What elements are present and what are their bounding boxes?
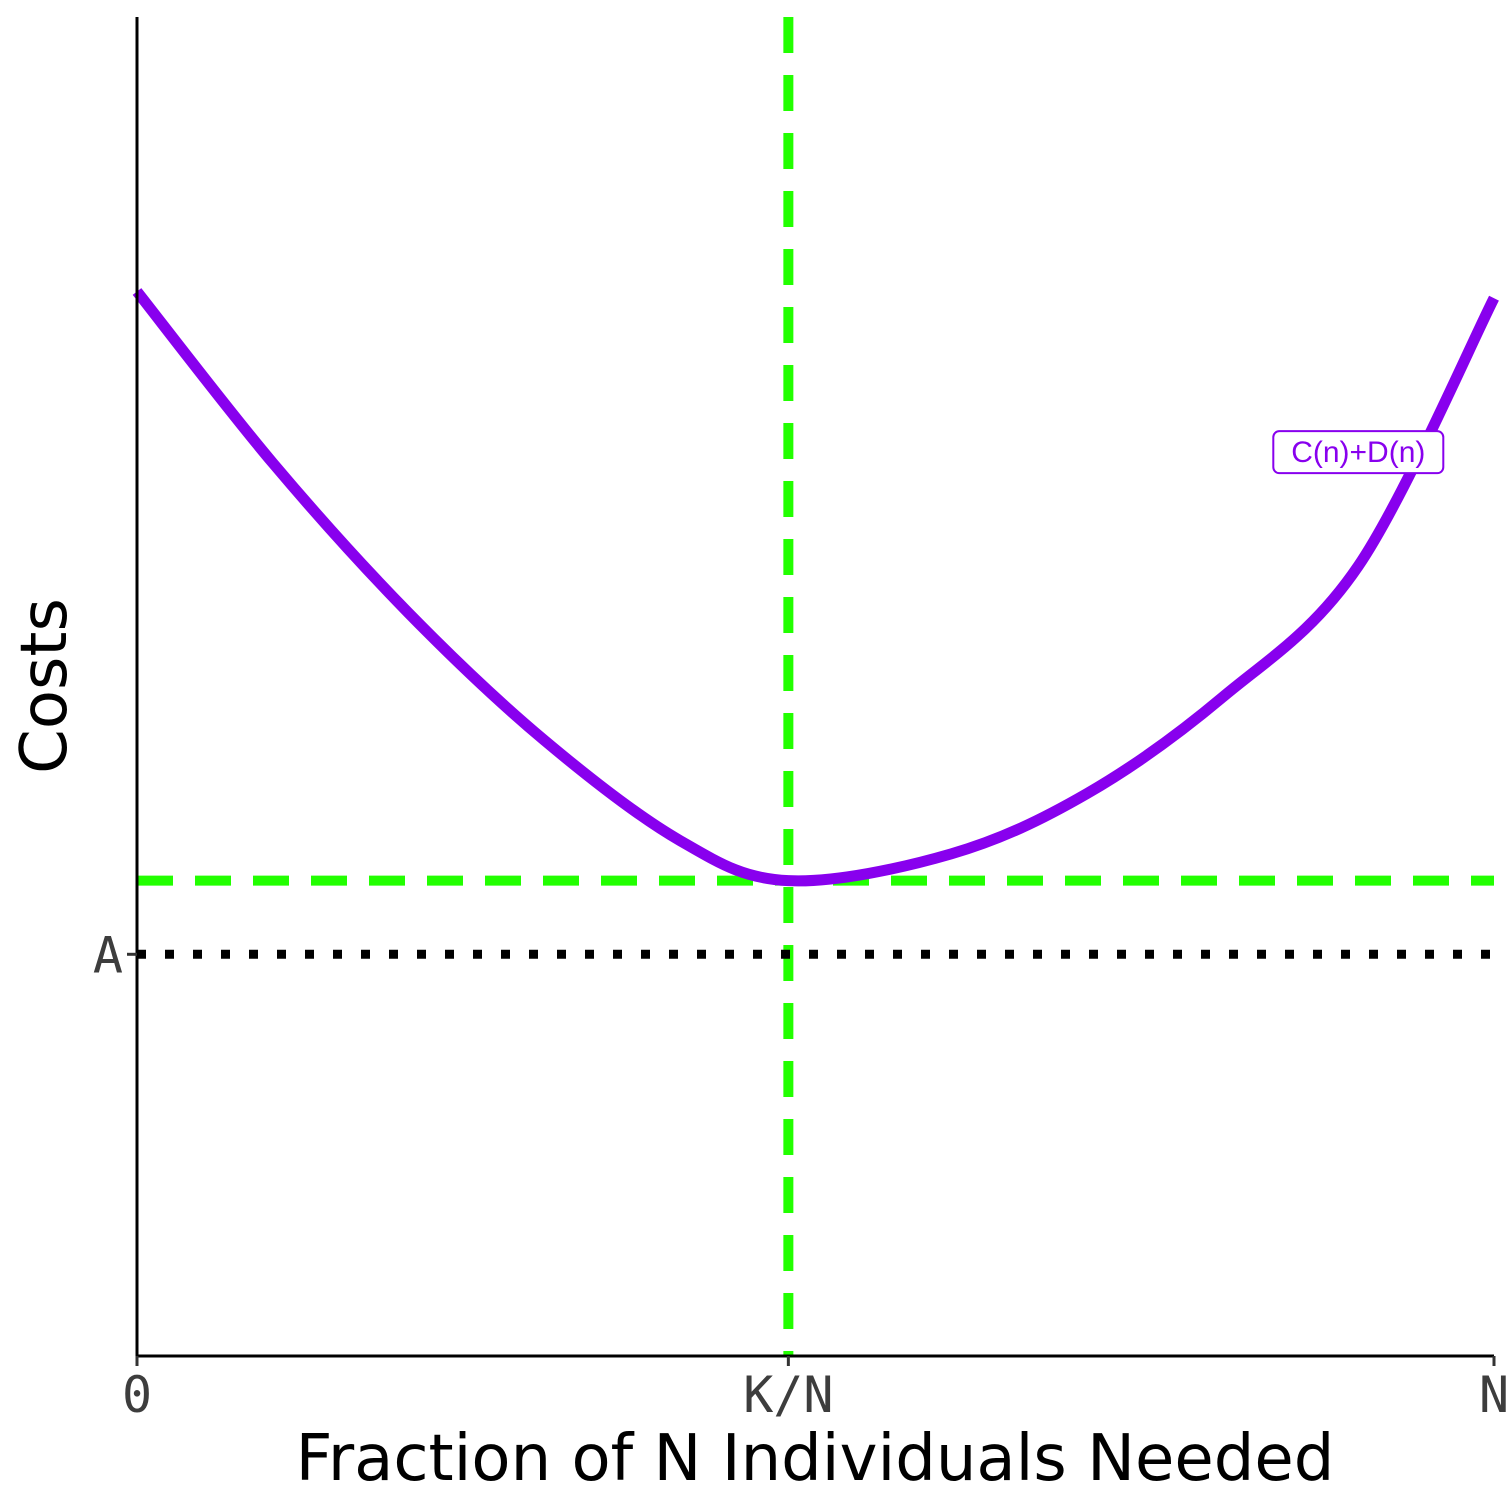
series-line-0 [132, 288, 1499, 887]
x-tick-label-0: 0 [122, 1366, 152, 1424]
ticks: 0 K/N N A [93, 926, 1509, 1424]
series-layer [132, 288, 1499, 887]
curve-label-0: C(n)+D(n) [1291, 436, 1425, 469]
y-axis-title: Costs [8, 598, 82, 774]
x-tick-label-2: N [1479, 1366, 1509, 1424]
curve-label-box-0 [1272, 430, 1445, 475]
axes [135, 17, 1494, 1358]
x-axis-title: Fraction of N Individuals Needed [296, 1422, 1335, 1496]
y-tick-label-0: A [93, 926, 123, 984]
annotations: C(n)+D(n) [1272, 430, 1445, 475]
reference-lines [137, 17, 1494, 1356]
x-tick-label-1: K/N [743, 1366, 833, 1424]
